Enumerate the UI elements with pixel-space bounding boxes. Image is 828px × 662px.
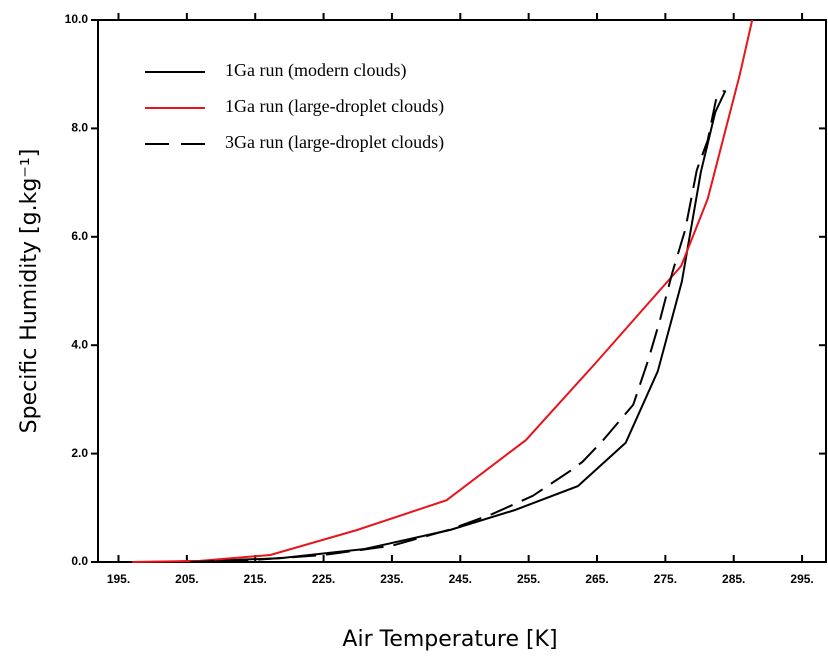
y-tick-label: 0.0 xyxy=(71,554,88,568)
legend-label: 3Ga run (large-droplet clouds) xyxy=(225,132,444,153)
x-tick-label: 265. xyxy=(585,572,608,586)
data-line xyxy=(132,19,754,563)
x-tick-label: 235. xyxy=(380,572,403,586)
x-tick-label: 205. xyxy=(175,572,198,586)
y-tick-label: 4.0 xyxy=(71,337,88,351)
x-tick-label: 275. xyxy=(654,572,677,586)
y-tick-label: 8.0 xyxy=(71,121,88,135)
y-axis-label: Specific Humidity [g.kg⁻¹] xyxy=(17,149,42,434)
x-tick-label: 255. xyxy=(517,572,540,586)
plot-frame xyxy=(97,19,827,563)
x-tick-label: 245. xyxy=(449,572,472,586)
x-tick-label: 195. xyxy=(107,572,130,586)
y-tick-label: 6.0 xyxy=(71,229,88,243)
x-tick-label: 225. xyxy=(312,572,335,586)
data-line xyxy=(190,89,725,563)
x-tick-label: 285. xyxy=(722,572,745,586)
legend-label: 1Ga run (modern clouds) xyxy=(225,60,406,81)
data-line xyxy=(149,90,727,563)
y-tick-label: 10.0 xyxy=(65,12,89,26)
x-axis-label: Air Temperature [K] xyxy=(342,627,557,652)
y-tick-label: 2.0 xyxy=(71,446,88,460)
x-tick-label: 215. xyxy=(244,572,267,586)
x-tick-label: 295. xyxy=(790,572,813,586)
legend-label: 1Ga run (large-droplet clouds) xyxy=(225,96,444,117)
